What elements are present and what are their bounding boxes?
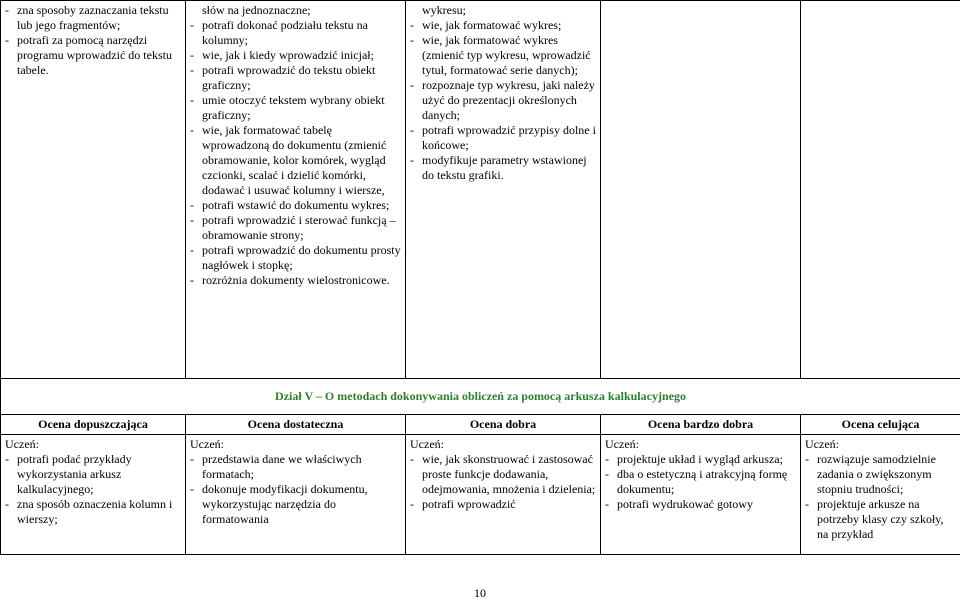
table-row: Uczeń: potrafi podać przykłady wykorzyst… — [1, 435, 960, 555]
list-item: potrafi wprowadzić do tekstu obiekt graf… — [190, 63, 401, 93]
col-header: Ocena dostateczna — [186, 415, 406, 435]
list-item: rozpoznaje typ wykresu, jaki należy użyć… — [410, 78, 596, 123]
cell-r1-c2: wykresu; wie, jak formatować wykres; wie… — [406, 1, 601, 379]
list-item: zna sposób oznaczenia kolumn i wierszy; — [5, 497, 181, 527]
cell-r1-c4 — [801, 1, 960, 379]
list-item: przedstawia dane we właściwych formatach… — [190, 452, 401, 482]
uczen-label: Uczeń: — [805, 437, 956, 452]
col-header: Ocena bardzo dobra — [601, 415, 801, 435]
list-item: modyfikuje parametry wstawionej do tekst… — [410, 153, 596, 183]
list-item: rozróżnia dokumenty wielostronicowe. — [190, 273, 401, 288]
cell-r3-c1: Uczeń: przedstawia dane we właściwych fo… — [186, 435, 406, 555]
cell-r3-c4: Uczeń: rozwiązuje samodzielnie zadania o… — [801, 435, 960, 555]
col-header: Ocena celująca — [801, 415, 960, 435]
list-item: dokonuje modyfikacji dokumentu, wykorzys… — [190, 482, 401, 527]
uczen-label: Uczeń: — [410, 437, 596, 452]
list-item: potrafi wydrukować gotowy — [605, 497, 796, 512]
list-item: wie, jak i kiedy wprowadzić inicjał; — [190, 48, 401, 63]
uczen-label: Uczeń: — [190, 437, 401, 452]
uczen-label: Uczeń: — [5, 437, 181, 452]
list-item: potrafi dokonać podziału tekstu na kolum… — [190, 18, 401, 48]
list-item: wie, jak skonstruować i zastosować prost… — [410, 452, 596, 497]
cell-r3-c0: Uczeń: potrafi podać przykłady wykorzyst… — [1, 435, 186, 555]
section-header-row: Dział V – O metodach dokonywania oblicze… — [1, 379, 960, 415]
list-item: potrafi wstawić do dokumentu wykres; — [190, 198, 401, 213]
list-lead: słów na jednoznaczne; — [190, 3, 401, 18]
cell-r1-c3 — [601, 1, 801, 379]
page-number: 10 — [0, 586, 960, 601]
section-title: Dział V – O metodach dokonywania oblicze… — [5, 381, 956, 412]
list-item: rozwiązuje samodzielnie zadania o zwięks… — [805, 452, 956, 497]
list-item: umie otoczyć tekstem wybrany obiekt graf… — [190, 93, 401, 123]
list-item: zna sposoby zaznaczania tekstu lub jego … — [5, 3, 181, 33]
list-item: potrafi wprowadzić i sterować funkcją – … — [190, 213, 401, 243]
list-item: dba o estetyczną i atrakcyjną formę doku… — [605, 467, 796, 497]
list-item: potrafi wprowadzić — [410, 497, 596, 512]
list-item: potrafi za pomocą narzędzi programu wpro… — [5, 33, 181, 78]
cell-r3-c3: Uczeń: projektuje układ i wygląd arkusza… — [601, 435, 801, 555]
cell-r1-c0: zna sposoby zaznaczania tekstu lub jego … — [1, 1, 186, 379]
list-item: projektuje układ i wygląd arkusza; — [605, 452, 796, 467]
col-header: Ocena dopuszczająca — [1, 415, 186, 435]
curriculum-table: zna sposoby zaznaczania tekstu lub jego … — [0, 0, 960, 555]
list-item: potrafi wprowadzić przypisy dolne i końc… — [410, 123, 596, 153]
uczen-label: Uczeń: — [605, 437, 796, 452]
list-item: wie, jak formatować wykres (zmienić typ … — [410, 33, 596, 78]
list-lead: wykresu; — [410, 3, 596, 18]
grades-header-row: Ocena dopuszczająca Ocena dostateczna Oc… — [1, 415, 960, 435]
col-header: Ocena dobra — [406, 415, 601, 435]
list-item: projektuje arkusze na potrzeby klasy czy… — [805, 497, 956, 542]
list-item: wie, jak formatować tabelę wprowadzoną d… — [190, 123, 401, 198]
list-item: wie, jak formatować wykres; — [410, 18, 596, 33]
list-item: potrafi podać przykłady wykorzystania ar… — [5, 452, 181, 497]
cell-r3-c2: Uczeń: wie, jak skonstruować i zastosowa… — [406, 435, 601, 555]
list-item: potrafi wprowadzić do dokumentu prosty n… — [190, 243, 401, 273]
cell-r1-c1: słów na jednoznaczne; potrafi dokonać po… — [186, 1, 406, 379]
table-row: zna sposoby zaznaczania tekstu lub jego … — [1, 1, 960, 379]
